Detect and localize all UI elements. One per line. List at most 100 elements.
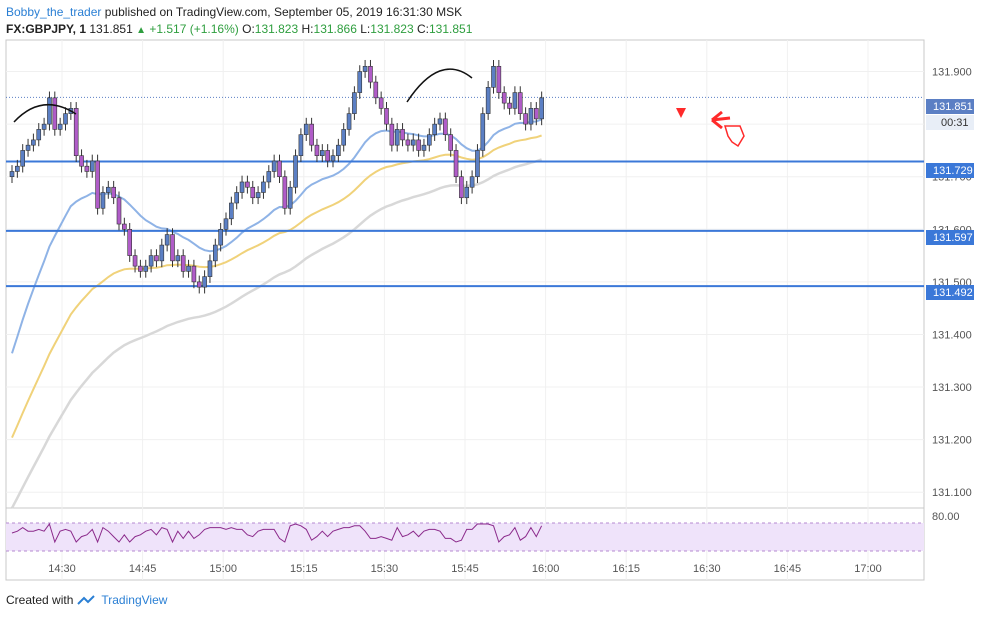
candle-body [410,139,416,146]
candle-body [239,181,245,193]
high-label: H: [301,22,314,36]
candle-body [426,134,432,146]
left-arrow-annotation[interactable] [711,110,731,130]
candle-body [84,165,90,172]
candle-body [405,139,411,146]
chart-header: Bobby_the_trader published on TradingVie… [6,4,472,39]
x-tick-label: 14:30 [48,563,76,575]
y-tick-label: 131.100 [932,487,972,499]
candle-body [539,97,544,120]
candle-body [116,197,122,225]
rsi-line [11,522,543,544]
moving-averages [10,118,543,509]
x-tick-label: 15:45 [451,563,479,575]
time-axis-labels: 14:30 14:45 15:00 15:15 15:30 15:45 16:00 16:15… [48,563,882,575]
candle-body [229,202,234,220]
change-value: +1.517 (+1.16%) [149,22,239,36]
right-arc-annotation[interactable] [406,68,473,103]
tradingview-brand-link[interactable]: TradingView [101,593,168,607]
candle-body [52,97,58,130]
candle-body [480,113,486,151]
x-tick-label: 14:45 [129,563,157,575]
level1-badge: 131.729 [926,163,974,178]
up-arrow-icon: ▲ [136,25,147,36]
candle-body [475,150,480,178]
candle-body [47,97,52,125]
candle-body [132,255,138,267]
rsi-upper-label: 80.00 [932,511,960,523]
close-value: 131.851 [429,22,473,36]
close-label: C: [417,22,429,36]
candle-body [154,255,159,262]
author-link[interactable]: Bobby_the_trader [6,5,102,19]
candle-body [271,160,277,172]
candle-body [453,150,459,178]
candle-body [357,71,363,93]
candle-body [325,150,330,162]
candle-body [533,108,539,120]
candle-body [170,234,175,262]
candle-body [191,265,197,283]
x-tick-label: 15:00 [209,563,237,575]
candle-body [389,123,395,146]
candle-body [362,65,368,72]
candle-body [287,186,293,209]
candle-body [293,155,298,188]
candle-body [443,118,448,135]
candle-body [277,160,282,178]
candle-body [319,150,325,156]
svg-text:131.729: 131.729 [933,165,973,177]
candle-body [111,186,116,199]
y-tick-label: 131.400 [932,329,972,341]
candle-body [186,265,191,272]
candle-body [175,255,181,262]
x-tick-label: 16:30 [693,563,721,575]
open-value: 131.823 [254,22,299,36]
candle-body [148,255,154,267]
candle-body [491,65,496,88]
published-text: published on TradingView.com, September … [104,5,463,19]
candle-body [496,65,502,93]
horizontal-levels[interactable] [6,96,924,288]
candle-body [352,92,357,114]
y-tick-label: 131.300 [932,382,972,394]
candle-body [416,139,421,151]
annotations[interactable] [13,68,745,148]
left-arc-annotation[interactable] [13,103,77,123]
candle-body [501,92,507,104]
y-tick-label: 131.900 [932,67,972,79]
last-price: 131.851 [89,22,133,36]
thumbs-down-icon[interactable] [723,125,745,148]
candle-body [459,176,464,199]
x-tick-label: 17:00 [854,563,882,575]
x-tick-label: 16:45 [774,563,802,575]
candle-body [346,113,352,130]
candle-body [143,265,149,272]
candle-body [218,229,223,246]
candle-body [266,171,272,183]
candle-body [245,181,250,188]
candle-body [384,108,389,125]
candle-body [261,181,266,193]
candle-body [207,260,213,277]
candle-body [255,192,261,199]
candle-body [298,134,304,156]
candle-body [36,129,42,141]
candle-body [517,92,523,114]
down-arrow-annotation[interactable] [676,108,686,118]
x-tick-label: 16:00 [532,563,560,575]
low-value: 131.823 [370,22,414,36]
candle-body [373,81,379,99]
candle-body [164,234,170,246]
candle-body [9,171,15,178]
candle-body [57,123,63,130]
ohlc-row: FX:GBPJPY, 1 131.851 ▲ +1.517 (+1.16%) O… [6,21,472,39]
rsi-band [6,523,924,551]
candle-body [79,155,84,167]
candle-body [202,276,207,288]
candle-body [63,113,68,125]
candle-body [507,102,512,109]
candle-body [127,229,132,256]
candle-body [528,108,534,125]
